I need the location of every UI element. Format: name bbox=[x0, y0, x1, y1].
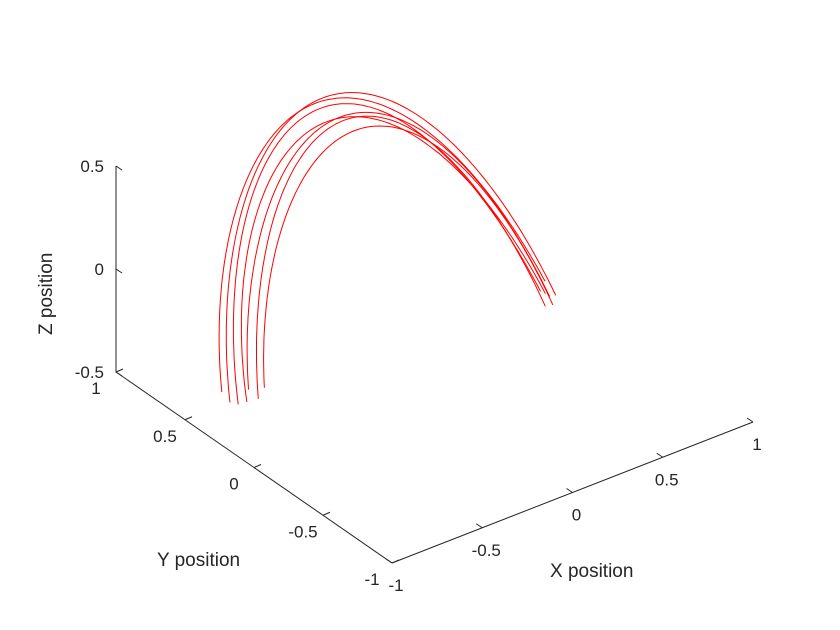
z-tick bbox=[115, 371, 123, 377]
z-tick-label: 0 bbox=[95, 260, 104, 279]
z-tick bbox=[115, 268, 123, 274]
x-tick bbox=[746, 417, 754, 423]
trajectory-line-7 bbox=[246, 111, 551, 390]
y-tick-label: -0.5 bbox=[288, 522, 317, 541]
x-tick-label: -1 bbox=[388, 576, 403, 595]
x-axis-label: X position bbox=[550, 561, 633, 582]
z-tick-label: 0.5 bbox=[80, 157, 104, 176]
y-axis-label: Y position bbox=[157, 550, 240, 571]
y-tick bbox=[184, 416, 193, 421]
x-tick-label: 1 bbox=[752, 435, 761, 454]
z-tick-label: -0.5 bbox=[75, 363, 104, 382]
trajectory-line-2 bbox=[240, 116, 546, 403]
trajectory-line-4 bbox=[218, 97, 546, 393]
trajectory-line-1 bbox=[225, 92, 557, 403]
x-tick-label: -0.5 bbox=[472, 541, 501, 560]
y-tick bbox=[115, 368, 124, 373]
trajectory-line-5 bbox=[263, 125, 554, 388]
trajectory-line-3 bbox=[256, 115, 546, 399]
x-tick bbox=[475, 523, 483, 529]
x-tick bbox=[656, 452, 664, 458]
z-axis-label: Z position bbox=[36, 253, 57, 335]
trajectory-series-group bbox=[218, 92, 557, 405]
y-tick bbox=[391, 559, 400, 564]
x-tick bbox=[385, 558, 393, 564]
x-tick-label: 0.5 bbox=[655, 470, 679, 489]
z-tick bbox=[115, 165, 123, 171]
axes-group: -1-0.500.51-1-0.500.51-0.500.5 bbox=[75, 157, 762, 595]
x-tick bbox=[566, 488, 573, 493]
y-tick-label: 1 bbox=[91, 379, 100, 398]
y-tick bbox=[253, 464, 262, 468]
trajectory-line-6 bbox=[232, 103, 542, 405]
y-tick-label: 0.5 bbox=[153, 427, 177, 446]
x-tick-label: 0 bbox=[572, 506, 581, 525]
y-tick-label: 0 bbox=[229, 475, 238, 494]
y-tick-label: -1 bbox=[364, 570, 379, 589]
y-tick bbox=[322, 511, 331, 516]
